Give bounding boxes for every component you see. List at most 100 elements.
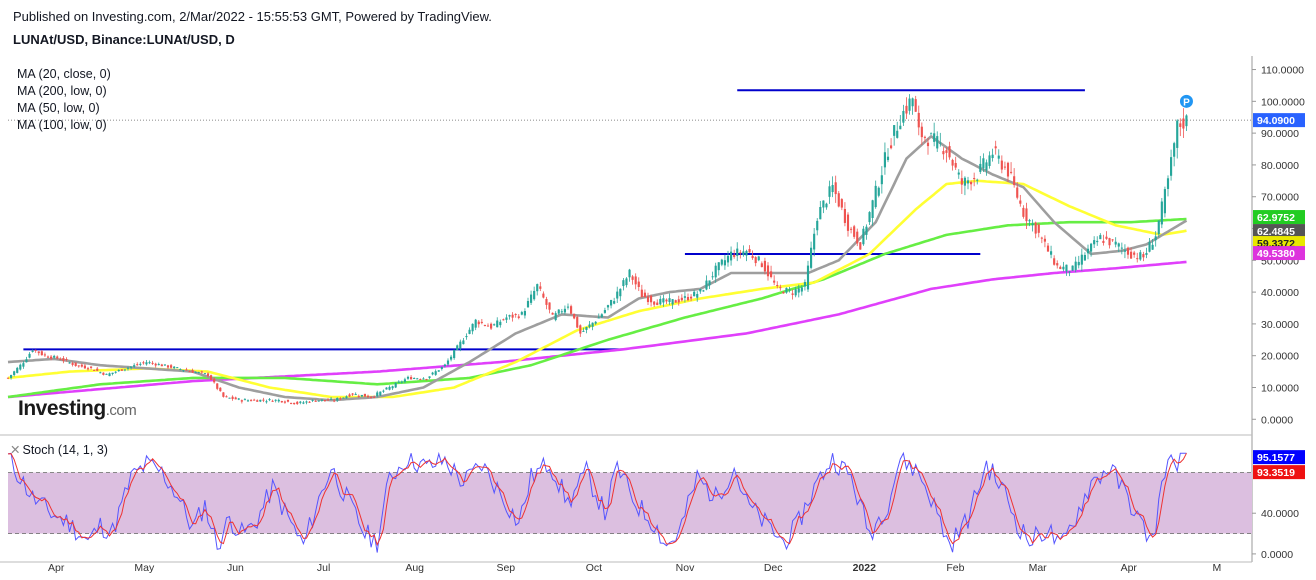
candle-body <box>117 369 120 372</box>
candle-body <box>843 208 846 223</box>
candle-body <box>216 383 219 389</box>
ma-tag-bg <box>1253 210 1305 225</box>
candle-body <box>93 369 96 371</box>
candle-body <box>822 200 825 208</box>
candle-body <box>702 290 705 292</box>
candle-body <box>379 391 382 396</box>
candle-body <box>123 369 126 371</box>
price-tick-label: 90.0000 <box>1261 128 1299 140</box>
candle-body <box>514 314 517 316</box>
candle-body <box>16 367 19 373</box>
candle-body <box>526 301 530 308</box>
close-icon[interactable]: ✕ <box>10 443 21 457</box>
candle-body <box>1090 243 1093 252</box>
candle-body <box>1022 207 1025 217</box>
candle-body <box>1154 236 1157 241</box>
candlesticks <box>6 94 1188 405</box>
candle-body <box>656 302 659 306</box>
candle-body <box>957 172 960 175</box>
candle-body <box>705 280 708 290</box>
candle-body <box>566 306 570 308</box>
candle-body <box>760 263 763 268</box>
candle-body <box>533 290 536 300</box>
candle-body <box>856 231 859 244</box>
candle-body <box>831 185 834 193</box>
candle-body <box>410 377 413 380</box>
candle-body <box>803 281 806 287</box>
candle-body <box>179 369 182 371</box>
candle-body <box>480 321 483 323</box>
candle-body <box>108 373 111 377</box>
candle-body <box>376 392 379 397</box>
candle-body <box>246 400 250 402</box>
candle-body <box>471 323 474 332</box>
candle-body <box>862 228 865 245</box>
horizontal-levels <box>8 89 1252 351</box>
candle-body <box>166 365 170 368</box>
candle-body <box>797 288 800 293</box>
current-price-tag: 94.0900 <box>1257 115 1295 127</box>
stoch-legend[interactable]: ✕ Stoch (14, 1, 3) <box>10 442 108 457</box>
candle-body <box>776 284 779 286</box>
candle-body <box>133 365 136 367</box>
candle-body <box>739 252 742 254</box>
ma-tag: 62.4845 <box>1257 226 1295 238</box>
time-tick-label: Apr <box>1121 562 1138 574</box>
candle-body <box>462 340 465 345</box>
candle-body <box>766 265 770 277</box>
ma-legend: MA (20, close, 0) MA (200, low, 0) MA (5… <box>17 66 111 134</box>
candle-body <box>542 293 545 298</box>
ma-tag: 62.9752 <box>1257 212 1295 224</box>
candle-body <box>296 401 299 404</box>
candle-body <box>422 378 425 380</box>
candle-body <box>979 163 982 172</box>
candle-body <box>385 387 388 390</box>
legend-ma20[interactable]: MA (20, close, 0) <box>17 67 111 81</box>
candle-body <box>576 317 579 328</box>
candle-body <box>511 314 514 318</box>
candle-body <box>1111 239 1114 241</box>
legend-ma200[interactable]: MA (200, low, 0) <box>17 84 107 98</box>
candle-body <box>588 324 591 328</box>
ma-tag-bg <box>1253 224 1305 239</box>
candle-body <box>145 362 148 365</box>
candle-body <box>665 299 668 302</box>
candle-body <box>914 99 917 112</box>
candle-body <box>668 298 671 303</box>
candle-body <box>222 392 225 397</box>
candle-body <box>674 300 677 303</box>
candle-body <box>711 276 714 278</box>
candle-body <box>317 400 320 402</box>
candle-body <box>40 351 43 356</box>
candle-body <box>213 378 216 383</box>
candle-body <box>154 363 157 366</box>
published-line: Published on Investing.com, 2/Mar/2022 -… <box>13 9 492 24</box>
candle-body <box>474 319 477 328</box>
candle-body <box>1105 236 1108 239</box>
investing-logo: Investing.com <box>18 397 137 421</box>
candle-body <box>25 359 28 363</box>
candle-body <box>560 311 563 313</box>
legend-ma50[interactable]: MA (50, low, 0) <box>17 101 100 115</box>
candle-body <box>176 367 179 369</box>
candle-body <box>59 359 62 361</box>
candle-body <box>517 316 520 318</box>
candle-body <box>1062 266 1065 270</box>
candle-body <box>1166 178 1170 189</box>
candle-body <box>136 364 139 366</box>
candle-body <box>13 371 16 376</box>
candle-body <box>883 152 886 168</box>
candle-body <box>508 315 511 317</box>
price-tick-label: 70.0000 <box>1261 192 1299 204</box>
candle-body <box>77 365 80 367</box>
legend-ma100[interactable]: MA (100, low, 0) <box>17 118 107 132</box>
candle-body <box>1160 201 1163 225</box>
candle-body <box>1031 223 1034 226</box>
candle-body <box>250 400 253 402</box>
candle-body <box>65 358 68 360</box>
candle-body <box>83 365 86 369</box>
candle-body <box>90 366 93 368</box>
candle-body <box>197 372 200 374</box>
candle-body <box>1099 235 1102 240</box>
